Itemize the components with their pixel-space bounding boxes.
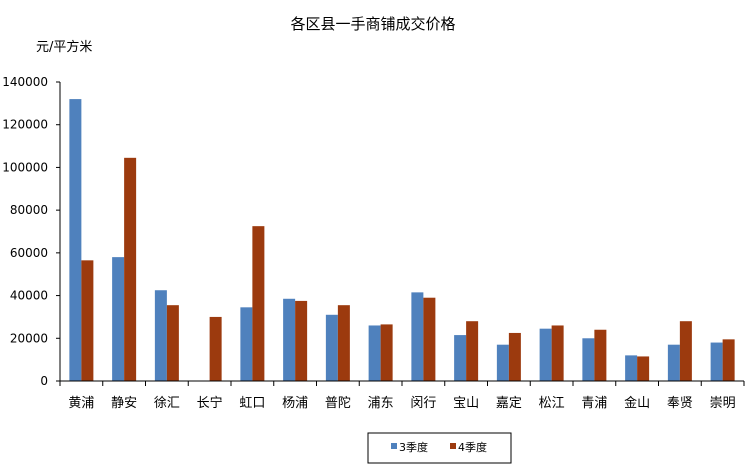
legend-box [367,432,512,464]
bar [81,260,94,381]
y-tick-label: 80000 [10,203,48,217]
x-category-label: 闵行 [410,396,436,411]
bar [166,305,179,381]
bar [252,226,265,381]
x-category-label: 青浦 [581,396,607,411]
x-category-label: 崇明 [710,396,736,411]
bar [112,257,125,381]
bar [124,157,137,381]
x-category-label: 徐汇 [154,396,180,411]
bar [380,324,393,381]
x-category-label: 宝山 [453,396,479,411]
x-category-label: 普陀 [325,395,351,411]
bar [209,316,222,381]
bar [466,321,479,381]
bar [240,307,253,381]
bar [154,290,167,381]
bar [594,329,607,381]
legend: 3季度 4季度 [367,432,512,464]
bar [337,305,350,381]
x-category-label: 松江 [539,396,565,411]
y-tick-label: 100000 [2,160,48,174]
bar [539,328,552,381]
bar [368,325,381,381]
bar [454,335,467,381]
legend-swatch [450,443,456,449]
x-axis: 黄浦 静安 徐汇 长宁 虹口 杨浦 普陀 浦东 闵行 宝山 嘉定 松江 青浦 金山 奉贤 崇明 [59,380,745,411]
legend-label: 4季度 [458,440,487,454]
y-axis-unit-label: 元/平方米 [36,39,92,55]
bar [710,342,723,381]
y-axis: 0 20000 40000 60000 80000 100000 120000 140000 [2,75,61,388]
bar [679,321,692,381]
legend-swatch [391,443,397,449]
bar [722,339,735,381]
legend-label: 3季度 [399,440,428,454]
x-category-label: 黄浦 [68,396,94,411]
bar [411,292,424,381]
y-tick-label: 0 [40,374,48,388]
bar [667,344,680,381]
bar [637,356,650,381]
x-category-label: 嘉定 [496,396,522,411]
x-category-label: 浦东 [368,396,394,411]
chart-title: 各区县一手商铺成交价格 [290,15,455,33]
bars-group [69,99,735,381]
bar [283,298,296,381]
y-tick-label: 60000 [10,246,48,260]
bar [625,355,638,381]
bar [582,338,595,381]
x-category-label: 金山 [624,395,650,411]
y-tick-label: 120000 [2,118,48,132]
x-category-label: 杨浦 [282,396,308,411]
x-category-label: 长宁 [197,395,223,411]
x-category-label: 虹口 [239,396,265,411]
bar [325,314,338,381]
bar [508,332,521,381]
y-tick-label: 40000 [10,289,48,303]
bar [69,99,82,381]
y-tick-label: 20000 [10,331,48,345]
x-category-label: 奉贤 [667,396,693,411]
bar [496,344,509,381]
bar [295,300,308,381]
bar [423,297,436,381]
bar [551,325,564,381]
x-category-label: 静安 [111,396,137,411]
y-tick-label: 140000 [2,75,48,89]
